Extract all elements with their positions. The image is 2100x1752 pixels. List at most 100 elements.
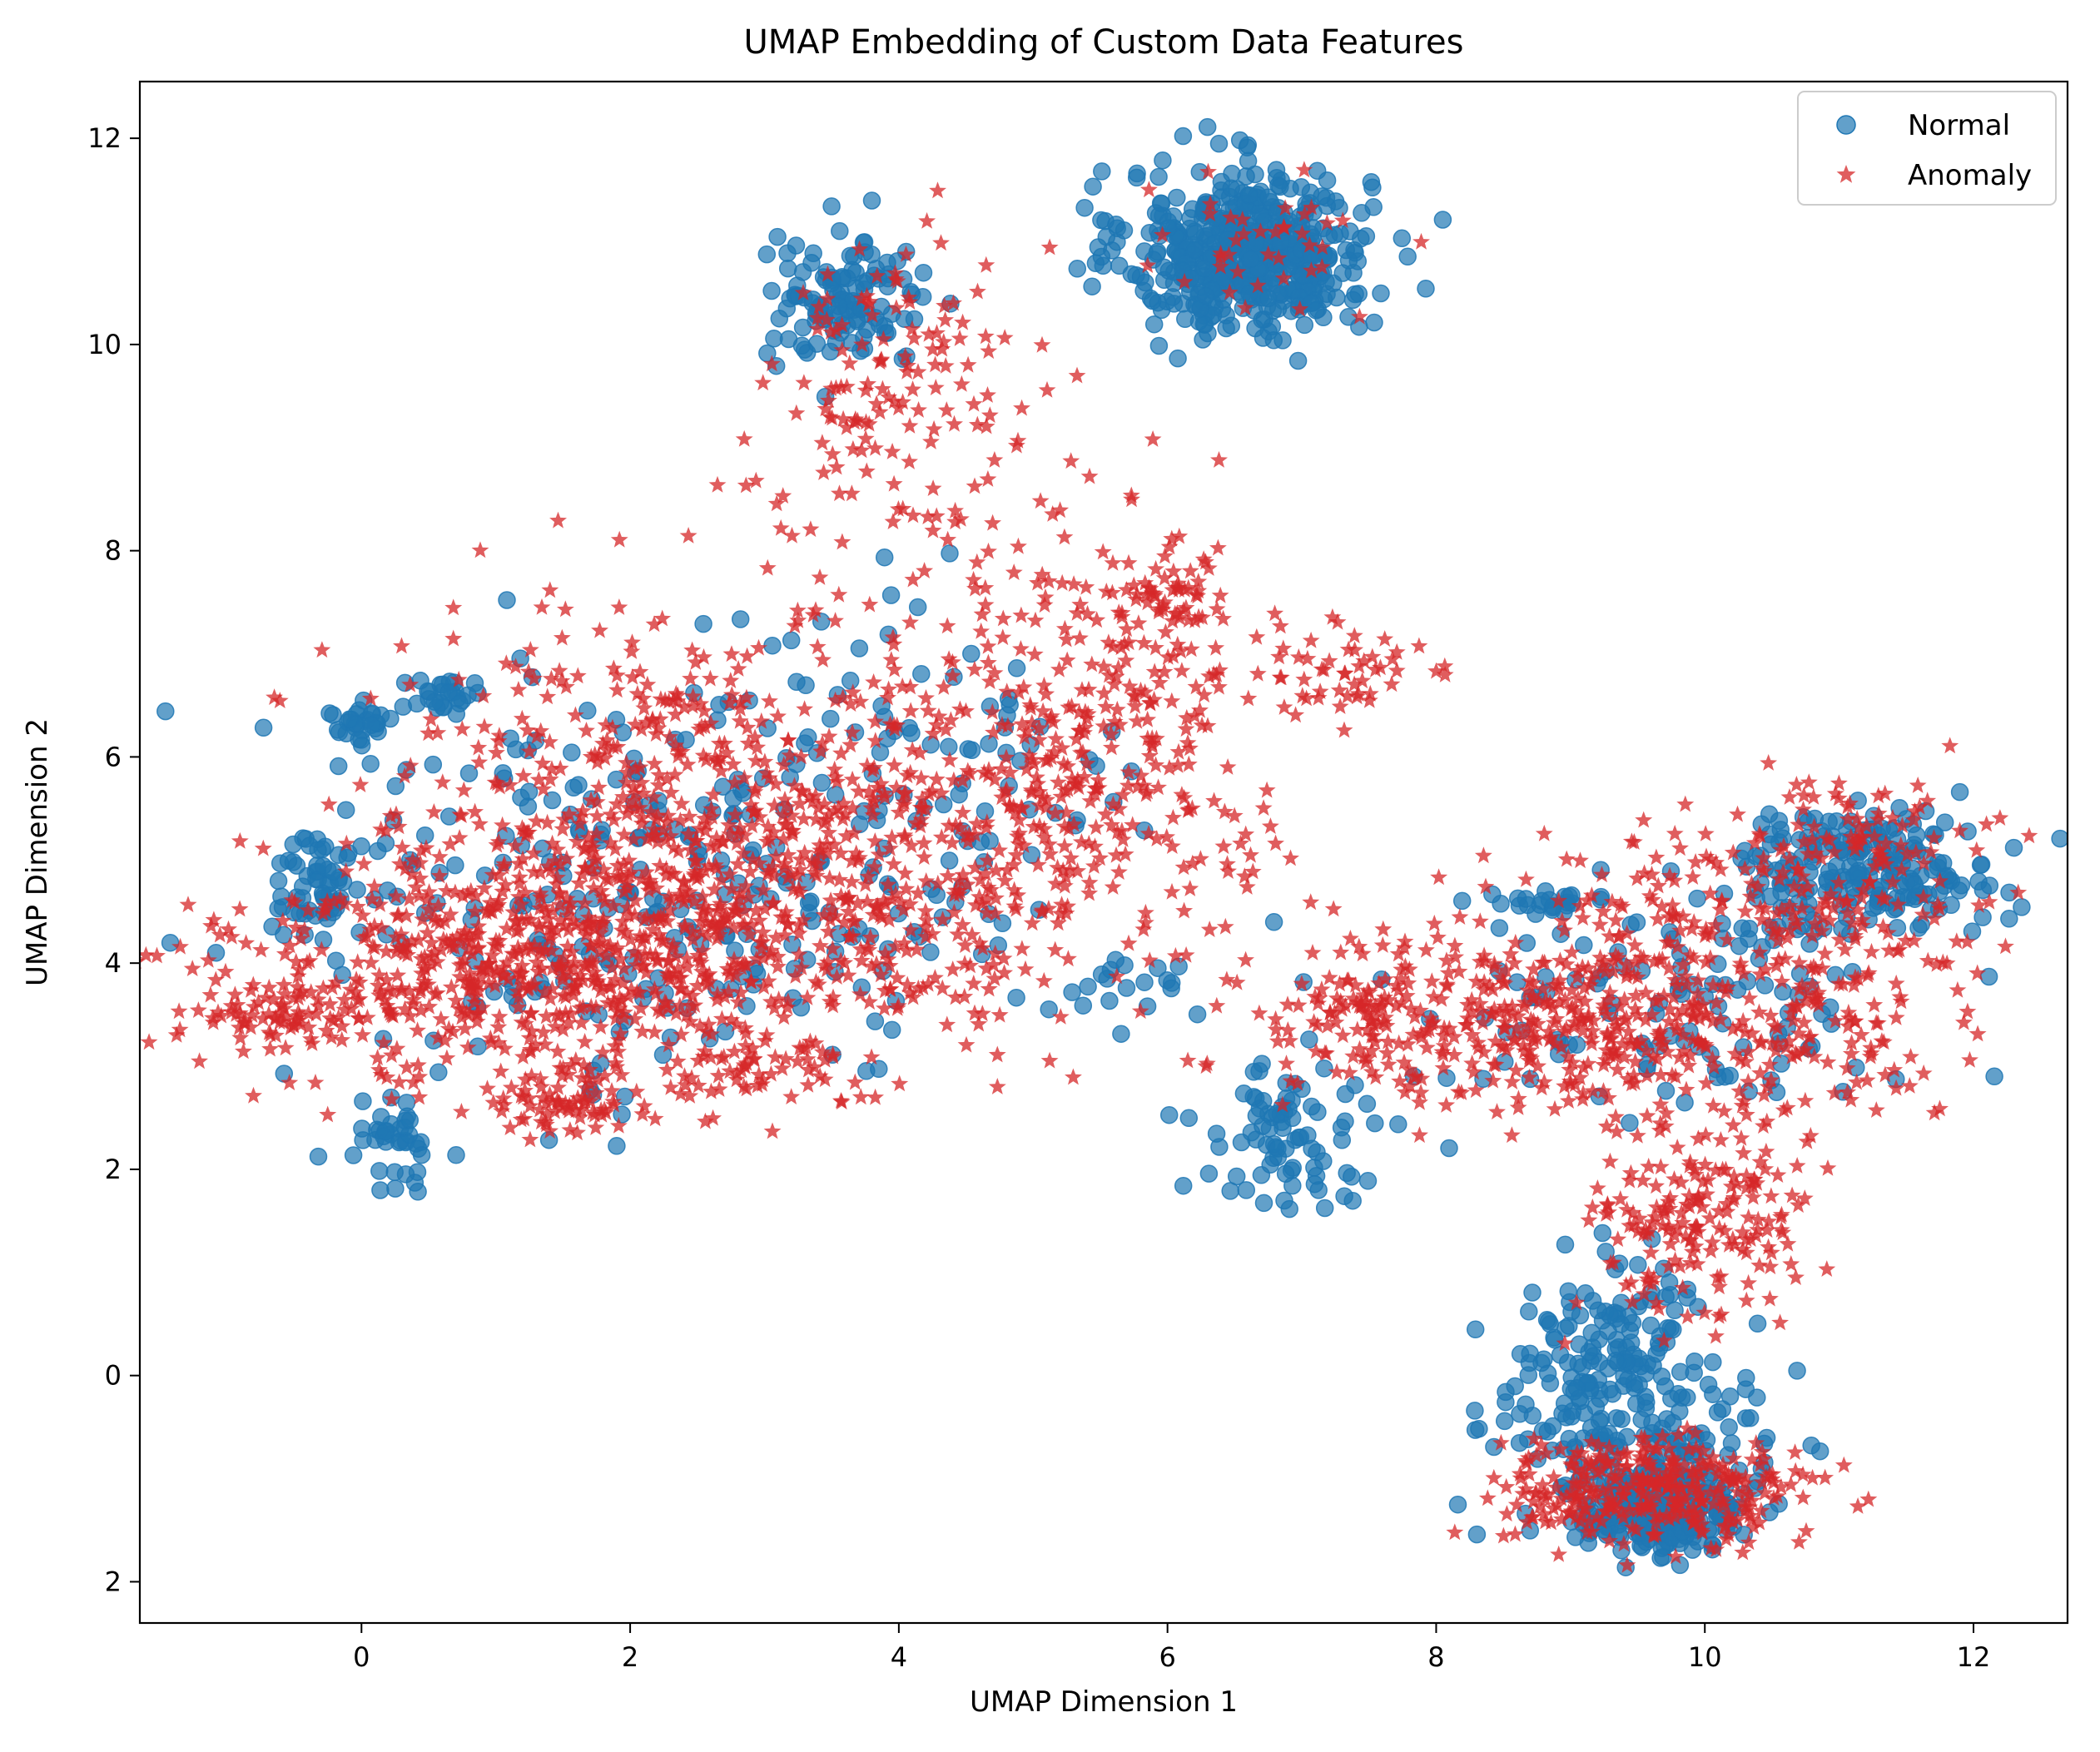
anomaly-point xyxy=(510,681,528,697)
anomaly-point xyxy=(1671,839,1689,856)
anomaly-point xyxy=(736,430,753,447)
anomaly-point xyxy=(835,410,852,427)
normal-point xyxy=(1266,914,1283,931)
anomaly-point xyxy=(1210,451,1228,468)
normal-point xyxy=(793,337,810,354)
normal-point xyxy=(1630,1257,1646,1273)
normal-point xyxy=(903,725,920,742)
normal-point xyxy=(1491,920,1507,936)
normal-point xyxy=(1232,132,1249,149)
normal-point xyxy=(1248,1108,1264,1124)
normal-point xyxy=(1316,1060,1333,1077)
normal-point xyxy=(363,717,380,733)
normal-point xyxy=(1671,1403,1688,1420)
anomaly-point xyxy=(1411,638,1428,654)
normal-point xyxy=(1211,136,1228,152)
normal-point xyxy=(1265,332,1282,349)
normal-point xyxy=(1343,1169,1360,1185)
anomaly-point xyxy=(1175,902,1193,919)
anomaly-point xyxy=(611,531,628,548)
anomaly-point xyxy=(235,1042,252,1059)
anomaly-point xyxy=(960,356,977,373)
anomaly-point xyxy=(787,404,805,421)
normal-point xyxy=(1749,1389,1765,1406)
normal-point xyxy=(1507,1378,1523,1395)
anomaly-point xyxy=(1065,1069,1082,1085)
anomaly-point xyxy=(1120,554,1138,571)
anomaly-point xyxy=(453,1103,470,1119)
normal-point xyxy=(1468,1526,1485,1543)
anomaly-point xyxy=(680,527,698,543)
anomaly-point xyxy=(1729,806,1746,822)
anomaly-point xyxy=(1863,943,1880,960)
anomaly-point xyxy=(1770,1166,1787,1183)
normal-point xyxy=(1009,660,1025,677)
normal-point xyxy=(1563,1408,1580,1425)
anomaly-point xyxy=(795,374,812,390)
anomaly-point xyxy=(884,443,901,459)
anomaly-point xyxy=(1060,950,1077,966)
anomaly-point xyxy=(1969,1025,1987,1042)
anomaly-point xyxy=(1735,1144,1752,1161)
normal-point xyxy=(448,706,464,722)
normal-point xyxy=(608,1138,625,1154)
anomaly-point xyxy=(1287,706,1304,722)
normal-point xyxy=(373,1109,390,1125)
normal-point xyxy=(414,1147,430,1164)
normal-point xyxy=(1281,1201,1298,1218)
anomaly-point xyxy=(761,692,778,709)
anomaly-point xyxy=(902,702,920,718)
anomaly-point xyxy=(1005,563,1023,580)
normal-point xyxy=(1269,1140,1286,1157)
normal-point xyxy=(256,719,272,736)
normal-point xyxy=(563,744,580,761)
normal-point xyxy=(1076,200,1093,216)
anomaly-point xyxy=(939,617,956,633)
anomaly-point xyxy=(1081,468,1099,484)
anomaly-point xyxy=(1027,612,1045,628)
anomaly-point xyxy=(966,395,983,412)
normal-point xyxy=(1085,178,1101,195)
anomaly-point xyxy=(916,848,933,865)
normal-point xyxy=(717,1023,734,1040)
anomaly-point xyxy=(1796,1092,1814,1109)
normal-point xyxy=(763,283,780,300)
anomaly-point xyxy=(866,1089,884,1105)
anomaly-point xyxy=(977,596,995,613)
normal-point xyxy=(1720,1419,1737,1436)
normal-point xyxy=(1097,213,1114,230)
normal-point xyxy=(1467,1321,1484,1338)
anomaly-point xyxy=(1303,632,1320,648)
normal-point xyxy=(1935,855,1952,871)
normal-point xyxy=(2013,899,2030,916)
anomaly-point xyxy=(858,463,876,479)
anomaly-point xyxy=(313,641,330,658)
normal-point xyxy=(866,1013,883,1030)
anomaly-point xyxy=(1676,796,1694,812)
anomaly-point xyxy=(255,840,272,856)
anomaly-point xyxy=(1426,915,1443,931)
normal-point xyxy=(1587,1398,1604,1415)
anomaly-point xyxy=(1103,739,1120,756)
normal-point xyxy=(963,646,980,663)
anomaly-point xyxy=(646,1024,663,1040)
anomaly-point xyxy=(1915,1065,1933,1081)
anomaly-point xyxy=(1212,587,1229,603)
anomaly-point xyxy=(1105,878,1122,895)
normal-point xyxy=(1512,1435,1528,1452)
anomaly-point xyxy=(1337,664,1354,681)
normal-point xyxy=(783,632,800,648)
anomaly-point xyxy=(1175,789,1193,806)
normal-point xyxy=(788,237,805,254)
normal-point xyxy=(1622,1323,1639,1339)
anomaly-point xyxy=(1010,538,1027,554)
normal-point xyxy=(1571,1336,1587,1352)
normal-point xyxy=(822,711,839,727)
normal-point xyxy=(1986,1068,2003,1084)
anomaly-point xyxy=(1888,1009,1905,1025)
normal-point xyxy=(1150,338,1167,355)
anomaly-point xyxy=(886,475,903,492)
normal-point xyxy=(353,838,370,855)
anomaly-point xyxy=(1087,818,1105,835)
anomaly-point xyxy=(966,478,984,494)
